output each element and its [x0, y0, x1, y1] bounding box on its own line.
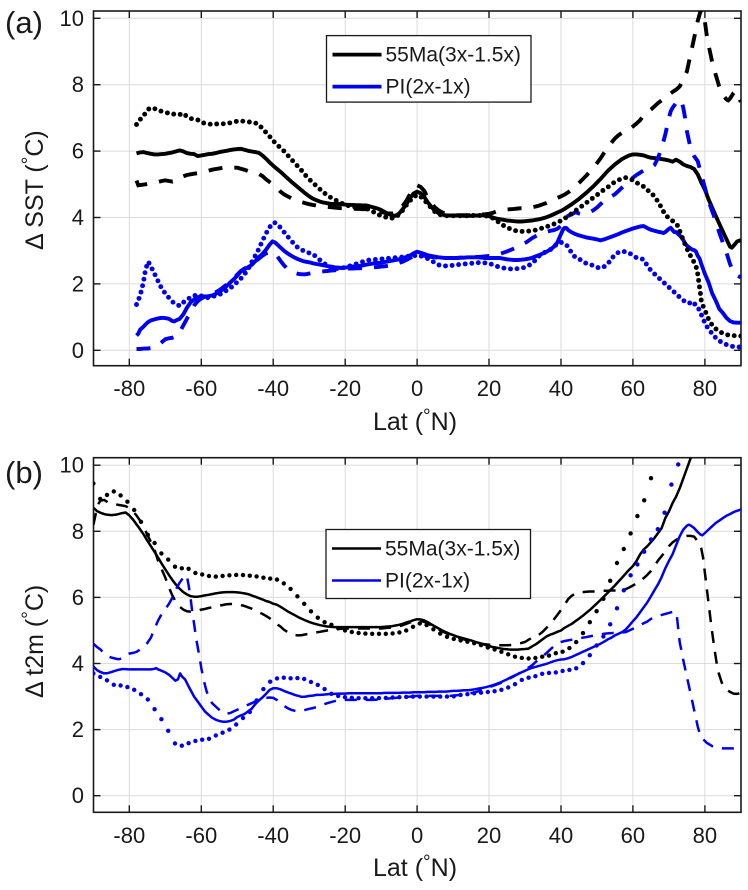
svg-text:55Ma(3x-1.5x): 55Ma(3x-1.5x): [386, 44, 521, 67]
svg-text:0: 0: [72, 338, 84, 363]
svg-text:Lat (°N): Lat (°N): [373, 406, 457, 436]
svg-text:2: 2: [72, 717, 84, 742]
svg-text:-20: -20: [329, 376, 361, 401]
svg-text:10: 10: [60, 453, 84, 478]
svg-text:60: 60: [621, 823, 645, 848]
svg-text:40: 40: [549, 376, 573, 401]
svg-text:-20: -20: [329, 823, 361, 848]
svg-text:8: 8: [72, 72, 84, 97]
svg-text:0: 0: [411, 376, 423, 401]
svg-text:Δ t2m (°C): Δ t2m (°C): [19, 585, 49, 698]
svg-text:(a): (a): [5, 5, 43, 40]
svg-text:0: 0: [411, 823, 423, 848]
svg-text:0: 0: [72, 783, 84, 808]
svg-text:80: 80: [693, 376, 717, 401]
svg-text:4: 4: [72, 205, 84, 230]
svg-text:-40: -40: [257, 823, 289, 848]
svg-text:(b): (b): [5, 455, 43, 490]
svg-text:-60: -60: [185, 823, 217, 848]
svg-text:55Ma(3x-1.5x): 55Ma(3x-1.5x): [385, 538, 520, 561]
svg-text:10: 10: [60, 6, 84, 31]
svg-text:6: 6: [72, 139, 84, 164]
svg-text:6: 6: [72, 585, 84, 610]
svg-text:40: 40: [549, 823, 573, 848]
svg-text:4: 4: [72, 651, 84, 676]
svg-text:-80: -80: [113, 823, 145, 848]
svg-text:60: 60: [621, 376, 645, 401]
svg-text:-40: -40: [257, 376, 289, 401]
svg-text:20: 20: [477, 376, 501, 401]
svg-text:-80: -80: [113, 376, 145, 401]
svg-text:80: 80: [693, 823, 717, 848]
svg-text:PI(2x-1x): PI(2x-1x): [385, 570, 470, 593]
svg-text:8: 8: [72, 519, 84, 544]
svg-text:PI(2x-1x): PI(2x-1x): [386, 76, 471, 99]
svg-text:Lat (°N): Lat (°N): [373, 852, 457, 882]
svg-text:20: 20: [477, 823, 501, 848]
svg-text:Δ SST (°C): Δ SST (°C): [19, 130, 49, 250]
svg-text:2: 2: [72, 271, 84, 296]
svg-text:-60: -60: [185, 376, 217, 401]
